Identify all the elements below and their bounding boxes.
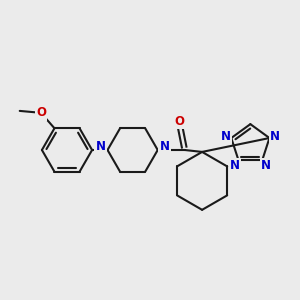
Text: N: N [261,159,271,172]
Text: O: O [36,106,46,119]
Text: N: N [160,140,170,153]
Text: N: N [230,159,240,172]
Text: N: N [220,130,230,142]
Text: O: O [174,115,184,128]
Text: N: N [96,140,106,153]
Text: N: N [270,130,280,142]
